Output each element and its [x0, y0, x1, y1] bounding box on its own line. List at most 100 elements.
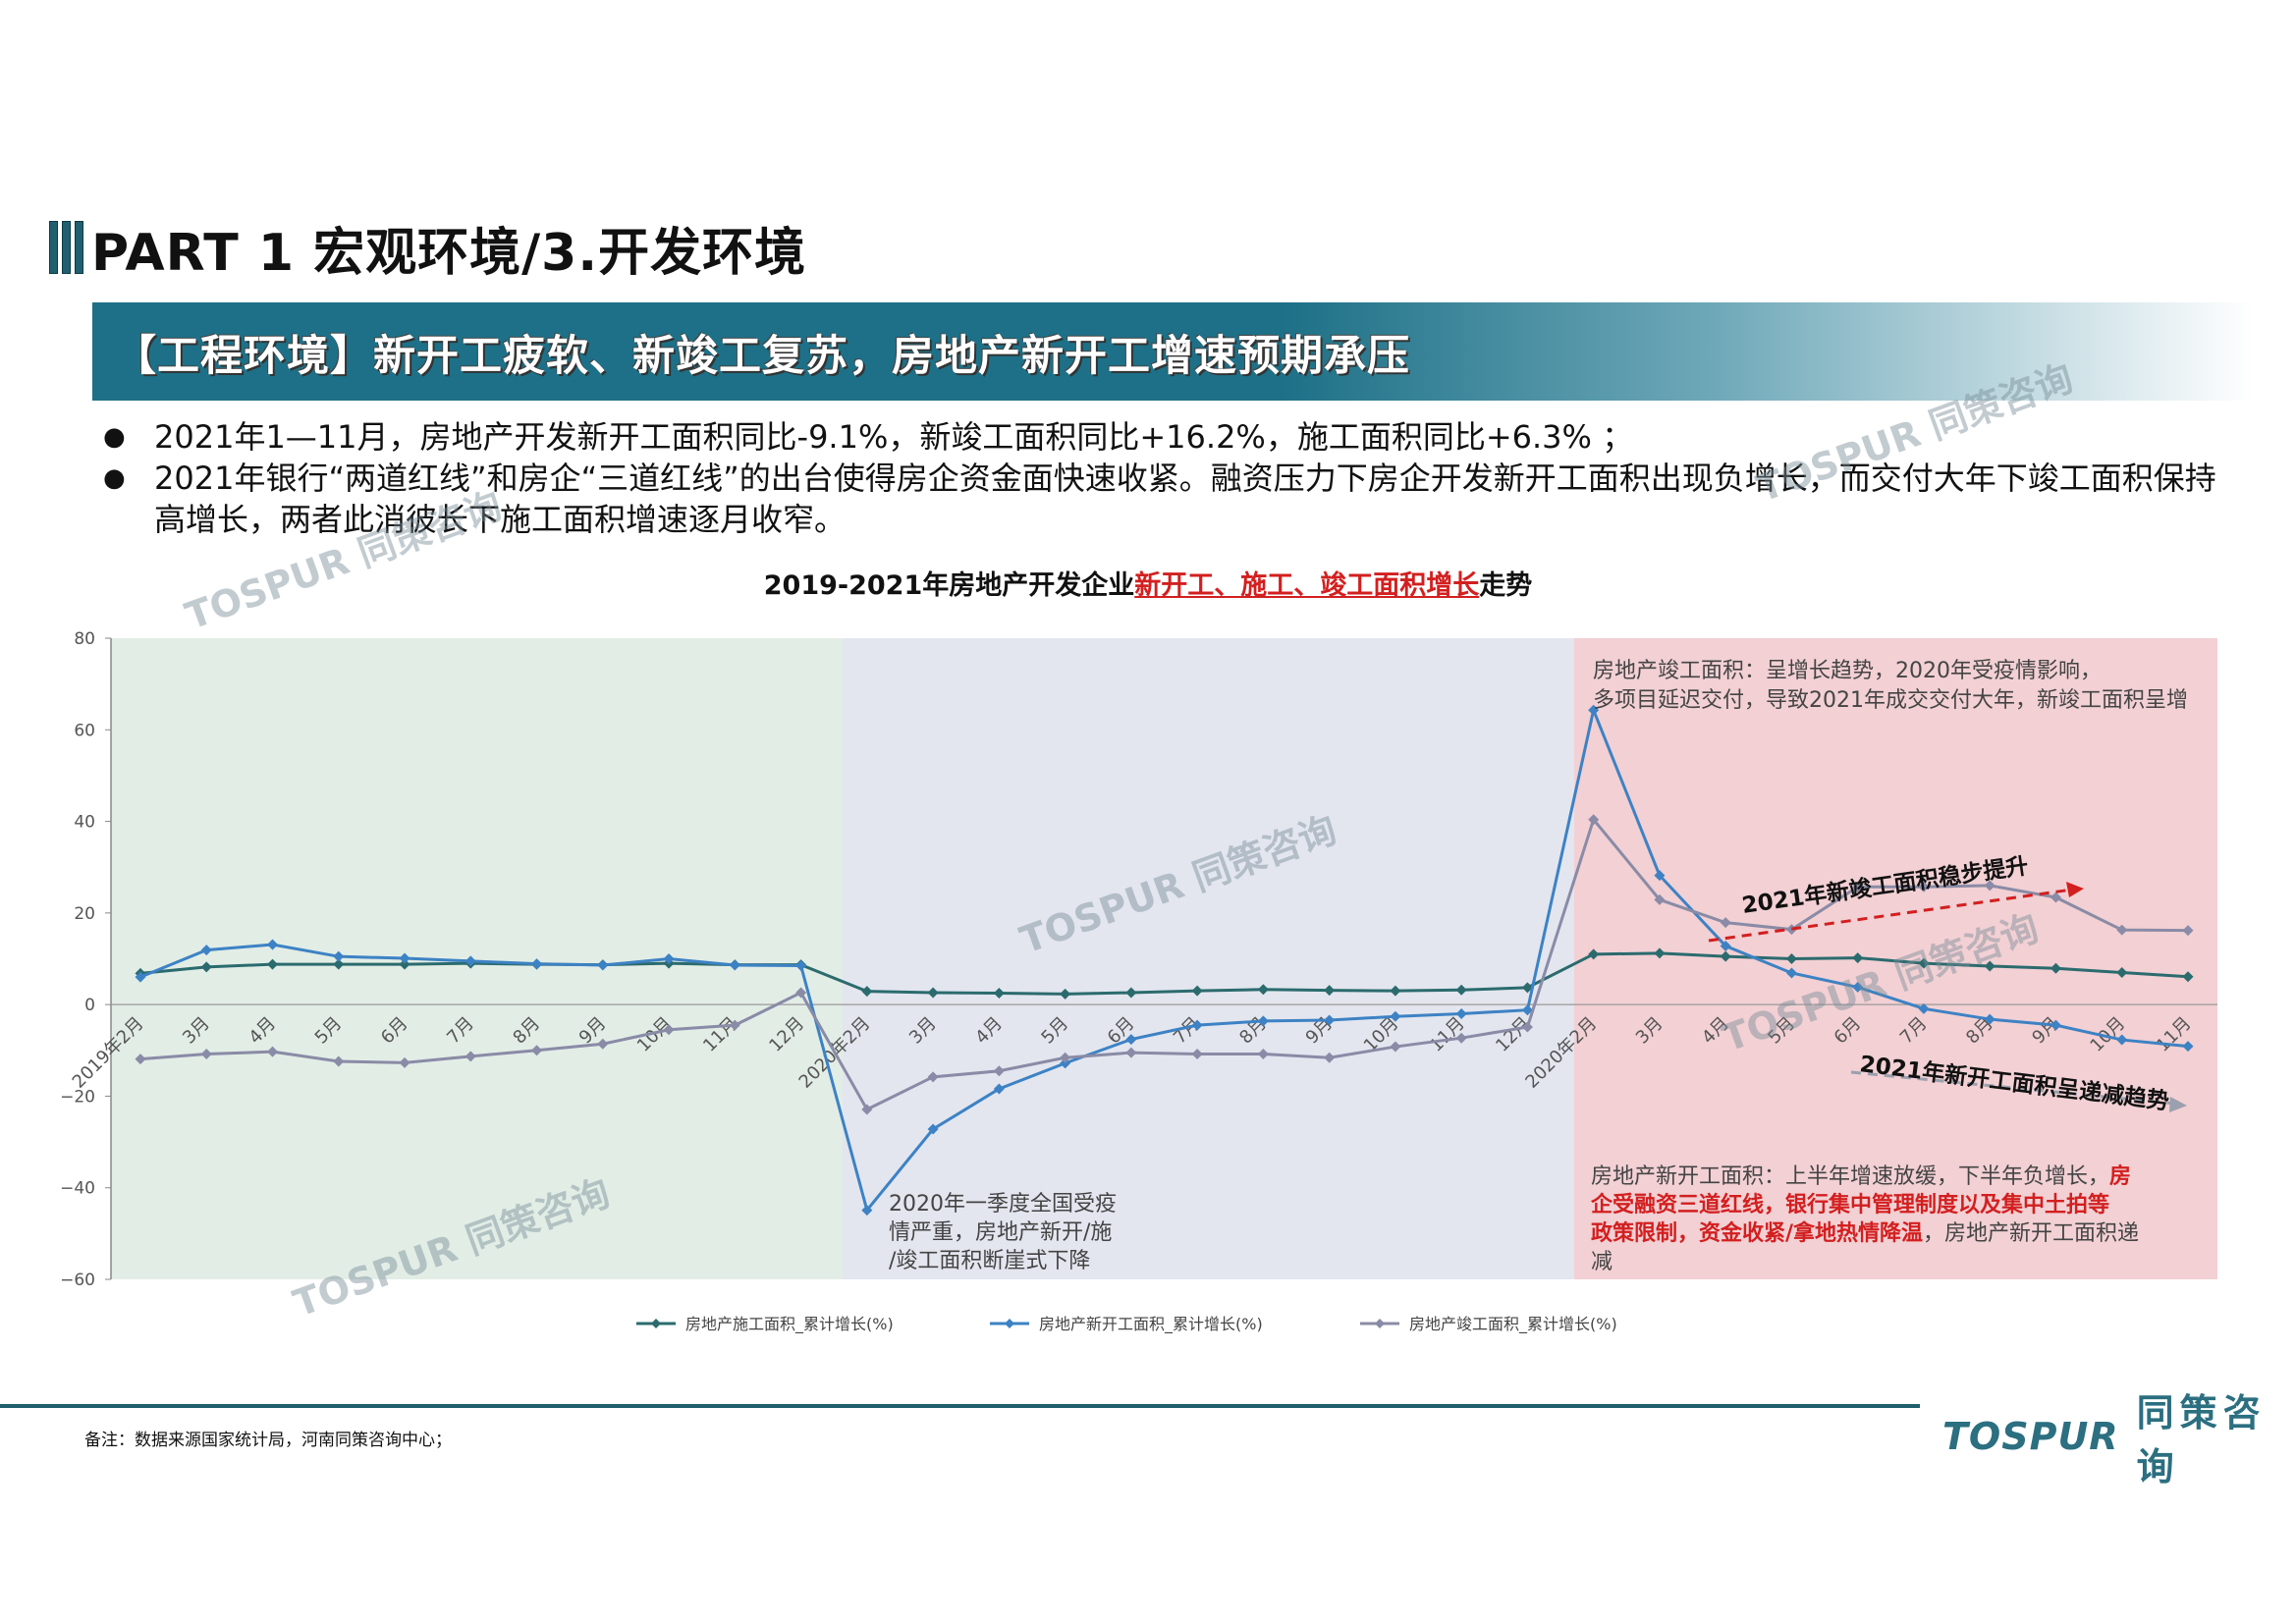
- data-point: [1390, 985, 1401, 997]
- data-point: [1257, 984, 1269, 996]
- data-point: [333, 950, 345, 962]
- page-title: PART 1 宏观环境/3.开发环境: [91, 223, 807, 283]
- data-point: [2050, 962, 2061, 974]
- box2-text-line4: 减: [1591, 1250, 1613, 1274]
- y-tick-label: 80: [74, 629, 95, 649]
- x-tick-label: 9月: [575, 1013, 611, 1049]
- data-point: [861, 986, 873, 998]
- data-point: [135, 967, 146, 979]
- data-point: [2182, 971, 2194, 983]
- bars-icon: [49, 221, 83, 274]
- data-point: [267, 1046, 279, 1057]
- data-point: [795, 959, 807, 971]
- data-point: [531, 958, 543, 970]
- x-tick-label: 10月: [633, 1013, 677, 1056]
- data-point: [1191, 985, 1203, 997]
- data-point: [399, 958, 410, 970]
- watermark: TOSPUR 同策咨询: [288, 1170, 616, 1325]
- data-point: [1785, 967, 1797, 979]
- down-trend-arrow: [1850, 1070, 2176, 1106]
- x-tick-label: 9月: [1302, 1013, 1338, 1049]
- data-point: [200, 945, 212, 956]
- data-point: [1324, 1052, 1336, 1063]
- up-trend-arrowhead: [2066, 882, 2084, 897]
- data-point: [1455, 984, 1467, 996]
- data-point: [1720, 950, 1731, 962]
- legend-marker: [1375, 1319, 1385, 1328]
- data-point: [663, 957, 675, 969]
- data-point: [333, 958, 345, 970]
- brand-logo-cn: 同策咨询: [2136, 1390, 2267, 1488]
- x-tick-label: 3月: [905, 1013, 941, 1049]
- bullet-list: ● 2021年1—11月，房地产开发新开工面积同比-9.1%，新竣工面积同比+1…: [103, 416, 2234, 540]
- data-point: [465, 955, 476, 967]
- data-point: [1918, 1002, 1930, 1014]
- x-tick-label: 3月: [1632, 1013, 1667, 1049]
- x-tick-label: 6月: [1104, 1013, 1139, 1049]
- x-tick-label: 11月: [699, 1013, 742, 1056]
- bullet-dot-icon: ●: [103, 422, 126, 452]
- data-point: [927, 1123, 939, 1135]
- down-trend-arrowhead: [2169, 1097, 2187, 1112]
- data-point: [861, 1104, 873, 1115]
- data-point: [1390, 1010, 1401, 1022]
- x-tick-label: 6月: [377, 1013, 412, 1049]
- y-tick-label: 0: [84, 996, 95, 1015]
- legend-label: 房地产竣工面积_累计增长(%): [1409, 1315, 1617, 1334]
- data-point: [399, 1056, 410, 1068]
- data-point: [465, 957, 476, 969]
- box2-text-line1: 房地产新开工面积：上半年增速放缓，下半年负增长，房: [1591, 1163, 2131, 1189]
- data-point: [1654, 947, 1666, 959]
- x-tick-label: 11月: [1426, 1013, 1469, 1056]
- down-trend-label: 2021年新开工面积呈递减趋势: [1858, 1051, 2170, 1114]
- data-point: [2050, 1019, 2061, 1031]
- data-point: [861, 1205, 873, 1217]
- data-point: [597, 1038, 609, 1050]
- data-point: [1060, 988, 1071, 1000]
- data-point: [1521, 1004, 1533, 1016]
- data-point: [1918, 881, 1930, 893]
- x-tick-label: 2019年2月: [69, 1013, 148, 1093]
- data-point: [663, 953, 675, 964]
- data-point: [1521, 982, 1533, 994]
- box1-text-line1: 房地产竣工面积：呈增长趋势，2020年受疫情影响，: [1593, 659, 2102, 683]
- data-point: [267, 958, 279, 970]
- data-point: [1984, 880, 1995, 892]
- box2-text-line2: 企受融资三道红线，银行集中管理制度以及集中土拍等: [1590, 1192, 2109, 1217]
- brand-logo-en: TOSPUR: [1942, 1415, 2119, 1458]
- section-header: PART 1 宏观环境/3.开发环境: [49, 218, 806, 283]
- data-point: [1324, 985, 1336, 997]
- data-point: [1588, 814, 1600, 826]
- x-tick-label: 2020年2月: [795, 1013, 875, 1093]
- bullet-item: ● 2021年1—11月，房地产开发新开工面积同比-9.1%，新竣工面积同比+1…: [103, 416, 2234, 458]
- data-point: [795, 987, 807, 999]
- legend-label: 房地产施工面积_累计增长(%): [685, 1315, 894, 1334]
- data-point: [1455, 1032, 1467, 1044]
- data-point: [1852, 881, 1864, 893]
- x-tick-label: 12月: [765, 1013, 808, 1056]
- data-point: [795, 959, 807, 971]
- data-point: [1588, 948, 1600, 960]
- data-point: [1521, 1021, 1533, 1033]
- data-point: [2182, 925, 2194, 937]
- bullet-dot-icon: ●: [103, 463, 126, 493]
- chart-title-prefix: 2019-2021年房地产开发企业: [763, 570, 1135, 601]
- data-point: [531, 1045, 543, 1056]
- y-tick-label: −40: [60, 1179, 95, 1199]
- x-tick-label: 9月: [2028, 1013, 2063, 1049]
- data-point: [1060, 1052, 1071, 1063]
- data-point: [2116, 966, 2128, 978]
- data-point: [531, 958, 543, 970]
- up-trend-label: 2021年新竣工面积稳步提升: [1740, 852, 2030, 919]
- bullet-item: ● 2021年银行“两道红线”和房企“三道红线”的出台使得房企资金面快速收紧。融…: [103, 458, 2234, 540]
- bg-region-2020: [843, 638, 1574, 1279]
- x-tick-label: 8月: [1235, 1013, 1271, 1049]
- legend-marker: [651, 1319, 661, 1328]
- data-point: [200, 1049, 212, 1060]
- data-point: [1785, 953, 1797, 964]
- watermark: TOSPUR 同策咨询: [1717, 905, 2045, 1060]
- data-point: [333, 1055, 345, 1067]
- x-tick-label: 5月: [1037, 1013, 1072, 1049]
- data-point: [2116, 1034, 2128, 1046]
- headline-banner: 【工程环境】新开工疲软、新竣工复苏，房地产新开工增速预期承压: [92, 302, 2253, 401]
